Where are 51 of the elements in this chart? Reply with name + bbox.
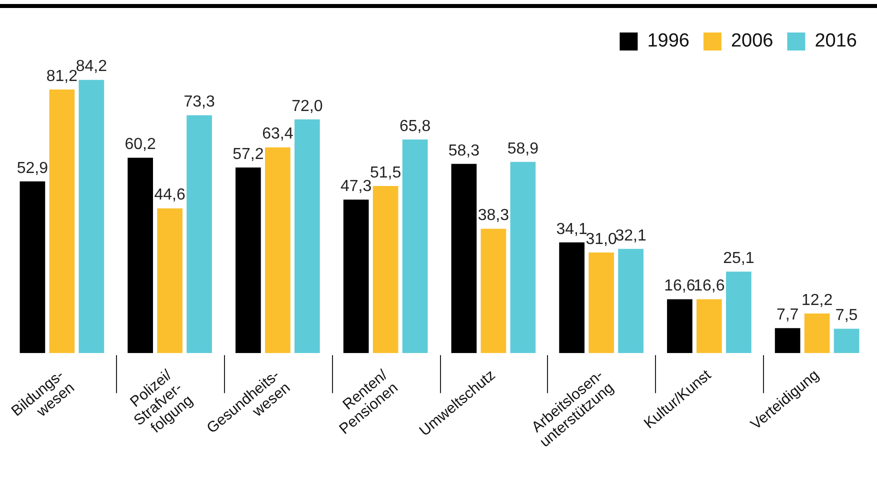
data-label: 16,6	[664, 278, 696, 295]
bar	[451, 164, 477, 354]
bar	[726, 272, 752, 354]
bar	[49, 90, 75, 354]
bar	[618, 248, 644, 354]
legend-label: 2016	[814, 30, 858, 52]
bar	[372, 186, 398, 354]
bar	[294, 119, 320, 354]
data-label: 81,2	[46, 68, 78, 85]
data-label: 34,1	[556, 220, 588, 238]
bar	[804, 313, 830, 354]
bar	[20, 181, 46, 354]
legend-label: 1996	[647, 30, 690, 52]
bar	[480, 228, 506, 354]
data-label: 60,2	[124, 136, 156, 154]
data-label: 31,0	[586, 230, 617, 248]
bar	[510, 162, 536, 354]
data-label: 16,6	[694, 278, 725, 295]
bar	[774, 328, 800, 354]
bar	[265, 147, 290, 354]
data-label: 58,3	[448, 142, 480, 160]
data-label: 63,4	[262, 126, 294, 143]
data-label: 25,1	[723, 250, 754, 268]
data-label: 84,2	[76, 58, 108, 76]
data-label: 51,5	[370, 164, 402, 182]
data-label: 12,2	[801, 292, 833, 309]
data-label: 47,3	[340, 178, 372, 195]
bar	[588, 252, 614, 354]
bar	[667, 299, 692, 354]
bar	[402, 140, 428, 354]
legend-label: 2006	[730, 30, 774, 52]
bar	[78, 80, 104, 354]
data-label: 72,0	[292, 98, 323, 115]
bar	[186, 115, 212, 354]
bar	[343, 200, 369, 354]
bar	[696, 299, 722, 354]
bar	[834, 328, 860, 354]
data-label: 38,3	[478, 207, 510, 224]
data-label: 32,1	[615, 227, 646, 244]
data-label: 57,2	[232, 146, 264, 163]
data-label: 44,6	[154, 186, 186, 204]
data-label: 7,7	[776, 306, 799, 324]
data-label: 7,5	[835, 307, 858, 324]
data-label: 65,8	[399, 118, 431, 135]
data-label: 58,9	[507, 140, 539, 158]
bar	[236, 167, 261, 354]
bar	[128, 158, 154, 354]
data-label: 52,9	[16, 160, 48, 177]
data-label: 73,3	[184, 94, 215, 111]
bar	[157, 208, 182, 354]
bar	[559, 242, 585, 354]
